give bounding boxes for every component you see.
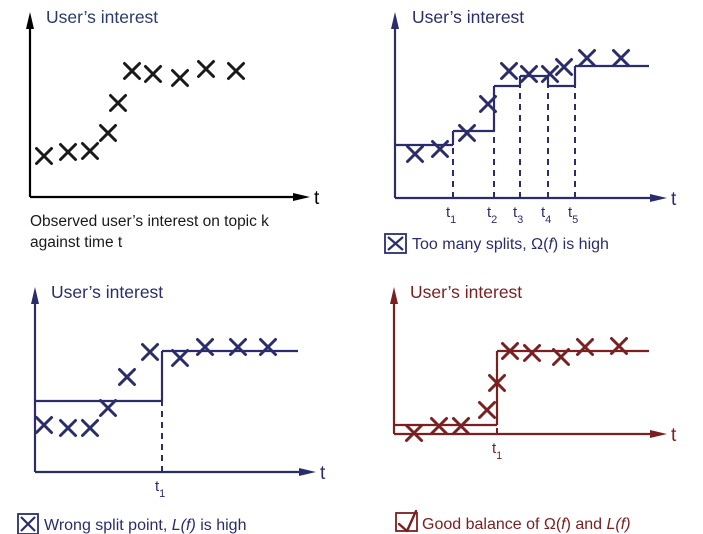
- svg-text:Wrong split point, L(f) is hig: Wrong split point, L(f) is high: [44, 517, 246, 534]
- svg-text:Too many splits, Ω(f) is high: Too many splits, Ω(f) is high: [412, 236, 609, 253]
- svg-text:t5: t5: [568, 204, 578, 226]
- svg-text:t1: t1: [492, 440, 502, 462]
- svg-text:Good balance of Ω(f) and L(f): Good balance of Ω(f) and L(f): [422, 516, 631, 533]
- svg-text:t: t: [671, 425, 677, 446]
- svg-text:User’s interest: User’s interest: [412, 7, 524, 27]
- svg-text:t: t: [320, 463, 326, 484]
- svg-text:t1: t1: [155, 478, 165, 500]
- svg-text:t: t: [671, 189, 677, 210]
- svg-text:t1: t1: [446, 204, 456, 226]
- svg-text:User’s interest: User’s interest: [46, 7, 158, 27]
- svg-text:t: t: [314, 188, 320, 209]
- svg-text:t2: t2: [487, 204, 497, 226]
- svg-text:User’s interest: User’s interest: [51, 282, 163, 302]
- svg-text:t4: t4: [541, 204, 551, 226]
- svg-text:Observed user’s interest on to: Observed user’s interest on topic k: [30, 213, 269, 230]
- svg-text:User’s interest: User’s interest: [410, 282, 522, 302]
- svg-text:t3: t3: [513, 204, 523, 226]
- svg-text:against time t: against time t: [30, 234, 123, 251]
